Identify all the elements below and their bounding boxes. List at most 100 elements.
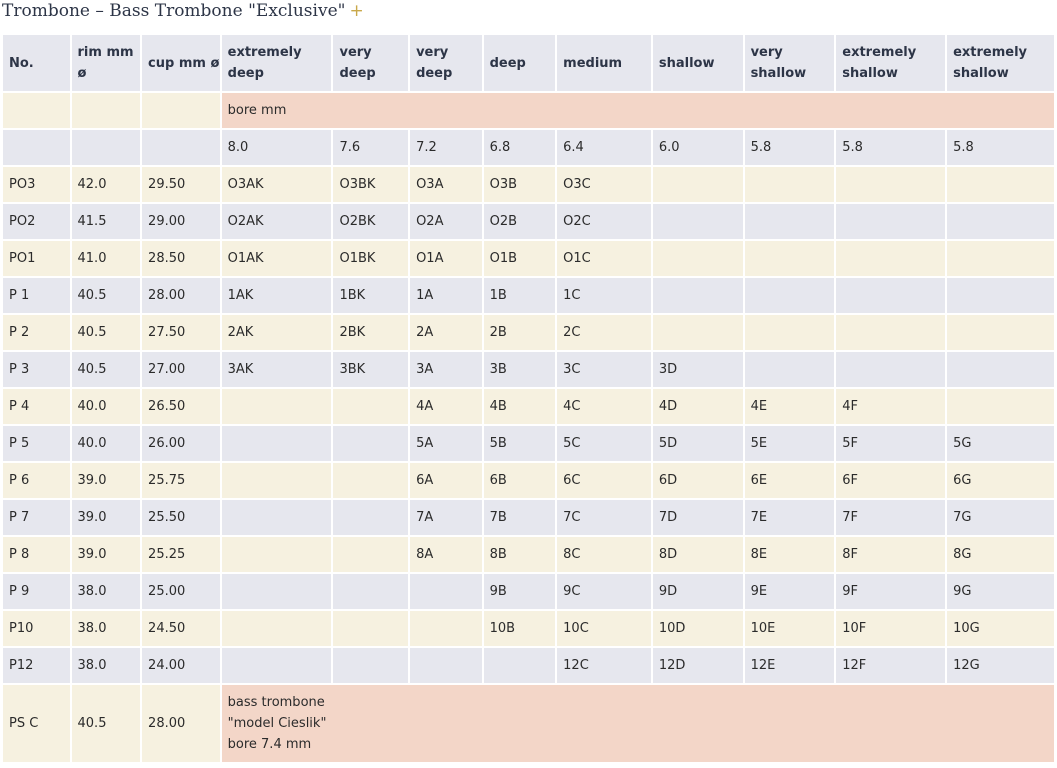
cup-code: 9E <box>744 574 835 609</box>
cup-code <box>947 352 1054 387</box>
rim-diameter: 38.0 <box>71 611 141 646</box>
cup-code <box>333 389 409 424</box>
cup-code: 8F <box>836 537 946 572</box>
cup-code <box>744 167 835 202</box>
note-line: bass trombone <box>227 695 325 710</box>
cup-diameter: 25.25 <box>142 537 220 572</box>
cup-code <box>333 426 409 461</box>
bore-label-row: bore mm <box>3 93 1054 128</box>
cup-code <box>744 241 835 276</box>
cup-code: 9B <box>483 574 556 609</box>
rim-diameter: 38.0 <box>71 648 141 683</box>
bore-label: bore mm <box>221 93 1054 128</box>
rim-diameter: 40.0 <box>71 426 141 461</box>
cup-code: 4F <box>836 389 946 424</box>
table-row: P 3 40.5 27.00 3AK 3BK 3A 3B 3C 3D <box>3 352 1054 387</box>
rim-diameter: 40.5 <box>71 315 141 350</box>
model-number: P 4 <box>3 389 70 424</box>
rim-diameter: 40.5 <box>71 685 141 762</box>
model-number: P 3 <box>3 352 70 387</box>
cup-diameter: 24.00 <box>142 648 220 683</box>
cup-code: O3C <box>557 167 651 202</box>
cup-code: 6F <box>836 463 946 498</box>
cup-code: 4D <box>652 389 743 424</box>
cup-diameter: 28.00 <box>142 278 220 313</box>
header-very-shallow: very shallow <box>744 35 835 91</box>
cup-code: 12D <box>652 648 743 683</box>
cup-code: 3D <box>652 352 743 387</box>
cup-code: 8D <box>652 537 743 572</box>
table-row: P 2 40.5 27.50 2AK 2BK 2A 2B 2C <box>3 315 1054 350</box>
cup-code <box>744 204 835 239</box>
model-number: P 5 <box>3 426 70 461</box>
cup-code: 2B <box>483 315 556 350</box>
cup-diameter: 29.00 <box>142 204 220 239</box>
bore-value: 5.8 <box>744 130 835 165</box>
cup-code: 3B <box>483 352 556 387</box>
cup-code: O3B <box>483 167 556 202</box>
cup-diameter: 25.75 <box>142 463 220 498</box>
cup-code: 10E <box>744 611 835 646</box>
cup-code: 4E <box>744 389 835 424</box>
cup-code: 1A <box>410 278 482 313</box>
bore-value: 5.8 <box>836 130 946 165</box>
cup-code <box>410 648 482 683</box>
empty-cell <box>71 130 141 165</box>
cup-code: 12G <box>947 648 1054 683</box>
cup-diameter: 26.00 <box>142 426 220 461</box>
cup-code <box>836 278 946 313</box>
cup-code <box>652 278 743 313</box>
cup-code: O1B <box>483 241 556 276</box>
rim-diameter: 40.0 <box>71 389 141 424</box>
cup-code: 7F <box>836 500 946 535</box>
expand-plus-icon[interactable]: + <box>349 1 364 21</box>
cup-code <box>947 204 1054 239</box>
cup-code <box>221 537 332 572</box>
cup-code: O1BK <box>333 241 409 276</box>
bore-value: 6.8 <box>483 130 556 165</box>
cup-code <box>221 648 332 683</box>
cup-code <box>221 574 332 609</box>
cup-code <box>652 315 743 350</box>
bore-value: 8.0 <box>221 130 332 165</box>
cup-code: 8G <box>947 537 1054 572</box>
header-rim: rim mm ø <box>71 35 141 91</box>
cup-code <box>744 315 835 350</box>
header-deep: deep <box>483 35 556 91</box>
table-row: P 4 40.0 26.50 4A 4B 4C 4D 4E 4F <box>3 389 1054 424</box>
header-row: No. rim mm ø cup mm ø extremely deep ver… <box>3 35 1054 91</box>
cup-code: O2BK <box>333 204 409 239</box>
cup-code: 3C <box>557 352 651 387</box>
header-extremely-shallow-1: extremely shallow <box>836 35 946 91</box>
cup-diameter: 28.00 <box>142 685 220 762</box>
note-line: bore 7.4 mm <box>227 737 312 752</box>
note-line: "model Cieslik" <box>227 716 327 731</box>
cup-code: O2C <box>557 204 651 239</box>
bore-value: 5.8 <box>947 130 1054 165</box>
cup-code: 4B <box>483 389 556 424</box>
cup-code: 7A <box>410 500 482 535</box>
cup-code <box>947 241 1054 276</box>
mouthpiece-table: No. rim mm ø cup mm ø extremely deep ver… <box>1 33 1056 764</box>
cup-code: 1B <box>483 278 556 313</box>
rim-diameter: 38.0 <box>71 574 141 609</box>
cup-code <box>744 278 835 313</box>
cup-code: 3A <box>410 352 482 387</box>
rim-diameter: 39.0 <box>71 500 141 535</box>
bass-trombone-note: bass trombone "model Cieslik" bore 7.4 mm <box>221 685 1054 762</box>
model-number: PO3 <box>3 167 70 202</box>
cup-code: 8B <box>483 537 556 572</box>
cup-code: 1C <box>557 278 651 313</box>
cup-code <box>221 389 332 424</box>
rim-diameter: 42.0 <box>71 167 141 202</box>
table-row: P 6 39.0 25.75 6A 6B 6C 6D 6E 6F 6G <box>3 463 1054 498</box>
cup-code <box>333 500 409 535</box>
model-number: PO1 <box>3 241 70 276</box>
cup-code: 12E <box>744 648 835 683</box>
model-number: P 9 <box>3 574 70 609</box>
cup-code: O3AK <box>221 167 332 202</box>
rim-diameter: 41.0 <box>71 241 141 276</box>
header-shallow: shallow <box>652 35 743 91</box>
bore-value: 7.2 <box>410 130 482 165</box>
cup-code: 7B <box>483 500 556 535</box>
